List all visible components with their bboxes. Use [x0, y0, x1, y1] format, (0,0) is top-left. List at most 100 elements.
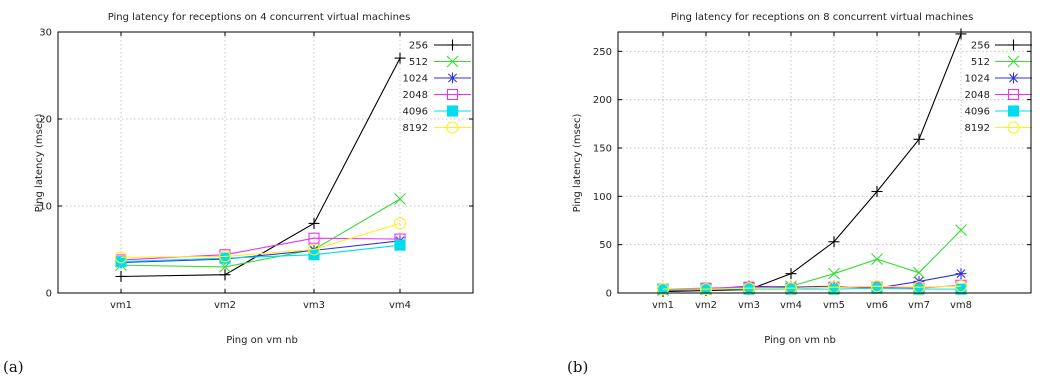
legend-marker-512 — [446, 55, 459, 68]
legend-label-4096: 4096 — [403, 107, 428, 118]
data-point-8192 — [742, 282, 756, 295]
legend-b: 256 512 1024 2048 4096 8192 — [965, 39, 1032, 134]
series-line-4096 — [120, 244, 401, 263]
data-point-256 — [308, 217, 320, 229]
data-point-1024 — [955, 268, 967, 280]
chart-panel-a: Ping latency for receptions on 4 concurr… — [3, 12, 474, 376]
x-tick-label: vm6 — [866, 300, 888, 311]
legend-label-1024: 1024 — [403, 74, 428, 85]
y-axis-label-b: Ping latency (msec) — [572, 114, 583, 213]
data-point-8192 — [699, 283, 713, 296]
legend-marker-2048 — [1007, 88, 1020, 101]
series-256 — [657, 28, 967, 298]
data-point-2048 — [308, 232, 320, 244]
x-tick-label: vm5 — [823, 300, 845, 311]
chart-title-a: Ping latency for receptions on 4 concurr… — [108, 12, 411, 23]
y-axis-label-a: Ping latency (msec) — [34, 114, 45, 213]
data-point-256 — [785, 268, 797, 280]
grid-a — [58, 31, 473, 293]
data-point-8192-ci — [699, 283, 713, 296]
y-tick-label: 50 — [599, 240, 612, 251]
data-point-8192-ci — [954, 280, 968, 293]
legend-marker-1024 — [1008, 72, 1019, 84]
legend-marker-8192-ci — [1007, 121, 1020, 134]
legend-marker-512 — [1007, 55, 1020, 68]
data-point-8192-ci — [784, 282, 798, 295]
y-tick-label: 150 — [593, 144, 612, 155]
y-tick-label: 100 — [593, 192, 612, 203]
legend-marker-8192 — [446, 121, 459, 134]
data-point-512-d2 — [955, 224, 967, 237]
data-point-256 — [955, 28, 967, 40]
series-1024 — [115, 235, 406, 269]
data-point-8192 — [656, 283, 670, 296]
panel-label-a: (a) — [3, 358, 24, 376]
chart-title-b: Ping latency for receptions on 8 concurr… — [671, 12, 974, 23]
plot-frame-a — [57, 31, 474, 294]
data-point-8192-ci — [656, 283, 670, 296]
legend-label-2048: 2048 — [403, 90, 428, 101]
legend-label-512: 512 — [971, 57, 990, 68]
x-tick-label: vm1 — [110, 300, 132, 311]
series-line-256 — [120, 57, 401, 278]
x-tick-label: vm4 — [389, 300, 411, 311]
data-point-8192-ci — [218, 250, 232, 263]
data-point-256 — [871, 186, 883, 197]
y-ticks-b: 0 50 100 150 200 250 — [593, 47, 1031, 300]
data-point-8192 — [393, 217, 407, 230]
legend-label-8192: 8192 — [403, 123, 428, 134]
data-point-8192-ci — [393, 217, 407, 230]
data-point-512-d2 — [828, 267, 840, 280]
y-tick-label: 0 — [606, 289, 612, 300]
data-point-8192-ci — [114, 251, 128, 264]
data-point-256 — [828, 236, 840, 248]
x-tick-label: vm7 — [908, 300, 930, 311]
series-line-1024 — [120, 240, 401, 264]
plot-frame-b — [617, 31, 1032, 294]
x-tick-label: vm2 — [214, 300, 236, 311]
legend-marker-1024 — [447, 72, 458, 84]
data-point-512-d2 — [913, 266, 925, 279]
legend-label-8192: 8192 — [965, 123, 990, 134]
x-ticks-a: vm1 vm2 vm3 vm4 — [110, 32, 411, 311]
data-point-4096 — [115, 256, 127, 268]
data-point-8192 — [307, 243, 321, 256]
y-tick-label: 30 — [39, 28, 52, 39]
x-axis-label-a: Ping on vm nb — [226, 335, 298, 346]
legend-marker-512-d2 — [1007, 55, 1020, 68]
chart-panel-b: Ping latency for receptions on 8 concurr… — [567, 12, 1032, 376]
legend-marker-1024-d2 — [447, 73, 458, 83]
y-tick-label: 10 — [39, 202, 52, 213]
y-tick-label: 20 — [39, 115, 52, 126]
legend-label-512: 512 — [409, 57, 428, 68]
grid-b — [618, 32, 1031, 293]
data-point-256 — [219, 269, 231, 281]
data-point-8192 — [954, 280, 968, 293]
data-point-512 — [394, 193, 406, 205]
data-point-8192 — [870, 280, 884, 293]
data-point-8192 — [114, 251, 128, 264]
legend-marker-4096-sq — [446, 105, 459, 117]
data-point-4096-sq — [115, 256, 127, 268]
legend-marker-2048-sq — [446, 88, 459, 101]
data-point-512-d2 — [871, 253, 883, 266]
legend-label-2048: 2048 — [965, 90, 990, 101]
series-line-8192 — [120, 222, 401, 258]
legend-label-4096: 4096 — [965, 107, 990, 118]
legend-marker-2048-sq — [1007, 88, 1020, 101]
x-axis-label-b: Ping on vm nb — [764, 335, 836, 346]
x-tick-label: vm1 — [652, 300, 674, 311]
data-point-4096-sq — [394, 239, 406, 251]
x-ticks-b: vm1 vm2 vm3 vm4 vm5 vm6 vm7 vm8 — [652, 32, 972, 311]
data-point-512-d2 — [394, 193, 406, 205]
data-point-8192-ci — [742, 282, 756, 295]
legend-marker-256 — [447, 39, 458, 51]
legend-marker-8192-ci — [446, 121, 459, 134]
data-point-256 — [394, 52, 406, 64]
y-tick-label: 0 — [46, 289, 52, 300]
series-8192 — [114, 217, 407, 264]
data-point-256 — [115, 270, 127, 282]
x-tick-label: vm2 — [695, 300, 717, 311]
x-tick-label: vm8 — [950, 300, 972, 311]
